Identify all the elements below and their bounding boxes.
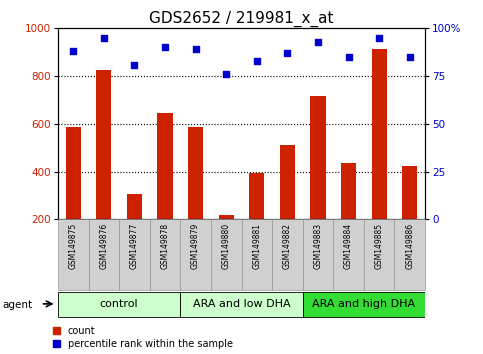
Bar [127,194,142,219]
Text: GSM149876: GSM149876 [99,223,108,269]
FancyBboxPatch shape [180,292,303,317]
FancyBboxPatch shape [58,292,180,317]
Text: GSM149879: GSM149879 [191,223,200,269]
Text: GSM149882: GSM149882 [283,223,292,269]
Point [130,62,138,68]
Text: GSM149875: GSM149875 [69,223,78,269]
Bar [96,70,112,219]
Text: ARA and high DHA: ARA and high DHA [313,299,415,309]
Bar [311,96,326,219]
Legend: count, percentile rank within the sample: count, percentile rank within the sample [53,326,233,349]
Text: GSM149883: GSM149883 [313,223,323,269]
FancyBboxPatch shape [88,219,119,290]
Point [161,45,169,50]
Text: GSM149880: GSM149880 [222,223,231,269]
Text: GSM149878: GSM149878 [160,223,170,269]
Bar [341,163,356,219]
Bar [402,166,417,219]
Text: agent: agent [2,300,32,310]
FancyBboxPatch shape [364,219,395,290]
Bar [188,127,203,219]
Point [70,48,77,54]
FancyBboxPatch shape [303,219,333,290]
Point [406,54,413,60]
Bar [66,127,81,219]
FancyBboxPatch shape [150,219,180,290]
Point [253,58,261,64]
Point [345,54,353,60]
Bar [371,48,387,219]
Point [100,35,108,41]
FancyBboxPatch shape [272,219,303,290]
FancyBboxPatch shape [303,292,425,317]
Point [314,39,322,45]
Point [284,50,291,56]
FancyBboxPatch shape [333,219,364,290]
Text: GSM149881: GSM149881 [252,223,261,269]
Bar [280,145,295,219]
Text: GSM149886: GSM149886 [405,223,414,269]
FancyBboxPatch shape [119,219,150,290]
FancyBboxPatch shape [58,219,88,290]
Title: GDS2652 / 219981_x_at: GDS2652 / 219981_x_at [149,11,334,27]
Text: ARA and low DHA: ARA and low DHA [193,299,290,309]
Text: GSM149885: GSM149885 [375,223,384,269]
FancyBboxPatch shape [242,219,272,290]
Point [222,72,230,77]
Text: control: control [100,299,139,309]
FancyBboxPatch shape [395,219,425,290]
Text: GSM149884: GSM149884 [344,223,353,269]
Bar [219,215,234,219]
Bar [157,113,173,219]
FancyBboxPatch shape [211,219,242,290]
FancyBboxPatch shape [180,219,211,290]
Text: GSM149877: GSM149877 [130,223,139,269]
Point [375,35,383,41]
Bar [249,173,265,219]
Point [192,46,199,52]
